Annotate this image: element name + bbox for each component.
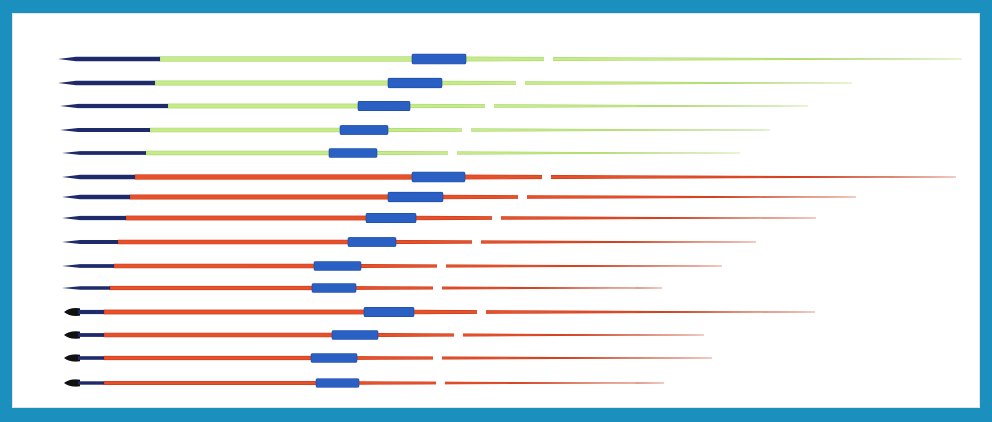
javelin-photo xyxy=(12,13,980,408)
javelin-grip xyxy=(387,191,444,203)
javelin-3 xyxy=(60,101,809,112)
javelin-5 xyxy=(62,148,741,158)
javelin-balance-mark xyxy=(437,263,446,269)
javelin-balance-mark xyxy=(472,239,481,245)
javelin-tip-collar xyxy=(78,309,104,315)
javelin-grip xyxy=(387,77,443,89)
javelin-tip xyxy=(60,128,150,132)
javelin-balance-mark xyxy=(433,355,442,361)
javelin-shaft xyxy=(149,127,771,133)
javelin-balance-mark xyxy=(542,174,551,180)
javelin-shaft xyxy=(103,332,705,338)
javelin-grip xyxy=(411,171,466,183)
javelin-grip xyxy=(357,101,411,112)
javelin-grip xyxy=(328,148,378,158)
javelin-grip xyxy=(347,237,397,247)
javelin-2 xyxy=(58,77,853,89)
javelin-4 xyxy=(60,125,771,135)
javelin-1 xyxy=(58,53,963,65)
javelin-tip xyxy=(62,194,130,200)
javelin-grip xyxy=(315,378,360,388)
javelin-grip xyxy=(311,283,357,293)
javelin-shaft xyxy=(109,285,663,291)
javelin-shaft xyxy=(103,380,665,386)
javelin-15 xyxy=(64,378,665,388)
javelin-shaft xyxy=(103,309,816,315)
javelin-tip xyxy=(62,240,118,244)
javelin-balance-mark xyxy=(454,332,463,338)
javelin-shaft xyxy=(103,355,713,361)
javelin-tip xyxy=(62,174,135,180)
javelin-tip xyxy=(62,215,126,221)
javelin-rubber-tip xyxy=(64,308,80,316)
javelin-shaft xyxy=(113,263,723,269)
javelin-tip xyxy=(60,103,168,109)
javelin-balance-mark xyxy=(436,380,445,386)
javelin-balance-mark xyxy=(448,150,457,156)
javelin-grip xyxy=(365,213,417,224)
javelin-shaft xyxy=(129,194,857,200)
javelin-grip xyxy=(313,261,362,271)
javelin-10 xyxy=(62,261,723,271)
javelin-shaft xyxy=(117,239,757,245)
javelin-grip xyxy=(363,306,415,317)
javelin-balance-mark xyxy=(462,127,471,133)
javelin-shaft xyxy=(154,80,853,86)
javelin-tip-collar xyxy=(78,381,104,385)
javelin-rubber-tip xyxy=(64,354,80,362)
javelin-shaft xyxy=(125,215,817,221)
javelin-tip-collar xyxy=(78,356,104,360)
javelin-grip xyxy=(331,330,379,340)
javelin-balance-mark xyxy=(433,285,442,291)
javelin-balance-mark xyxy=(516,80,525,86)
javelin-balance-mark xyxy=(485,103,494,109)
javelin-tip xyxy=(58,80,155,86)
javelin-shaft xyxy=(145,150,741,156)
javelin-balance-mark xyxy=(544,56,553,62)
javelin-balance-mark xyxy=(492,215,501,221)
javelin-tip xyxy=(58,56,160,62)
javelin-11 xyxy=(62,283,663,293)
javelin-grip xyxy=(411,53,467,65)
javelin-shaft xyxy=(159,56,963,62)
javelin-rubber-tip xyxy=(64,331,80,339)
javelin-8 xyxy=(62,213,817,224)
javelin-9 xyxy=(62,237,757,247)
javelin-12 xyxy=(64,306,816,317)
javelin-balance-mark xyxy=(518,194,527,200)
javelin-tip xyxy=(62,286,110,290)
javelin-7 xyxy=(62,191,857,203)
javelin-grip xyxy=(310,353,358,363)
javelin-grip xyxy=(339,125,389,135)
javelin-tip-collar xyxy=(78,333,104,337)
javelin-6 xyxy=(62,171,957,183)
javelin-rubber-tip xyxy=(64,379,80,387)
javelin-balance-mark xyxy=(477,309,486,315)
javelin-tip xyxy=(62,264,114,268)
javelin-13 xyxy=(64,330,705,340)
javelin-14 xyxy=(64,353,713,363)
javelin-tip xyxy=(62,151,146,155)
